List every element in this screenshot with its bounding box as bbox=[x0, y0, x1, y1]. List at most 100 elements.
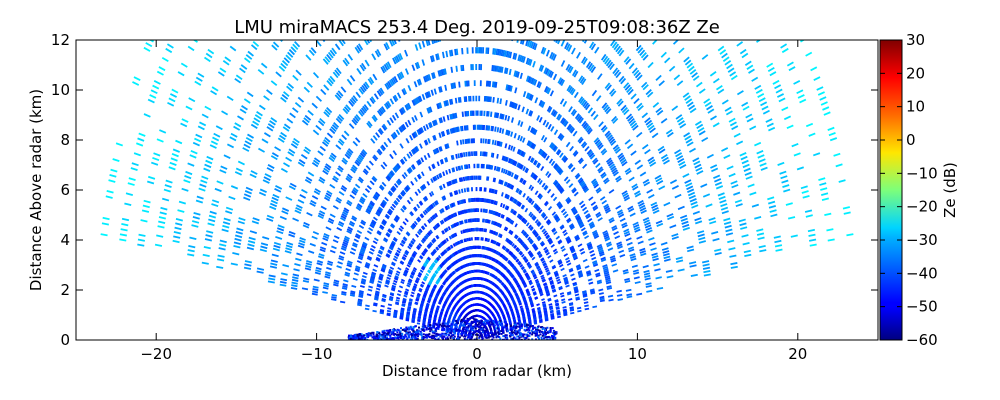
ze-gate bbox=[765, 118, 773, 123]
ze-gate bbox=[536, 282, 540, 286]
ze-gate bbox=[383, 141, 389, 148]
ze-gate bbox=[569, 246, 575, 251]
ze-gate bbox=[582, 163, 588, 169]
ze-gate bbox=[766, 62, 774, 68]
ze-gate bbox=[634, 228, 641, 233]
ze-gate bbox=[642, 216, 650, 222]
ze-gate bbox=[715, 85, 723, 91]
ze-gate bbox=[685, 138, 693, 144]
ze-gate bbox=[684, 59, 692, 66]
ze-gate bbox=[758, 97, 766, 103]
ze-gate bbox=[535, 280, 540, 284]
ze-gate bbox=[645, 284, 652, 288]
ze-gate bbox=[804, 209, 813, 213]
ze-gate bbox=[678, 161, 686, 166]
ze-gate bbox=[660, 51, 667, 58]
ze-gate bbox=[593, 114, 599, 121]
ze-gate bbox=[569, 145, 574, 152]
ze-gate bbox=[682, 173, 690, 178]
ze-gate bbox=[703, 98, 711, 104]
ze-gate bbox=[735, 203, 743, 208]
ze-gate bbox=[611, 227, 618, 232]
ze-gate bbox=[386, 119, 392, 126]
ze-gate bbox=[568, 302, 574, 305]
ze-gate bbox=[696, 123, 704, 130]
ze-gate bbox=[712, 237, 720, 242]
ze-gate bbox=[655, 74, 662, 81]
ze-gate bbox=[701, 260, 710, 264]
ze-gate bbox=[413, 81, 418, 88]
ze-gate bbox=[479, 110, 482, 116]
ze-gate bbox=[546, 271, 551, 275]
ze-gate bbox=[616, 241, 622, 246]
ze-gate bbox=[444, 84, 448, 91]
ze-gate bbox=[603, 269, 609, 274]
ze-gate bbox=[727, 67, 735, 73]
ze-gate bbox=[496, 97, 500, 104]
ze-gate bbox=[677, 157, 685, 164]
ze-gate bbox=[565, 141, 571, 148]
ze-gate bbox=[717, 88, 725, 94]
ze-gate bbox=[661, 247, 669, 251]
ze-gate bbox=[656, 286, 664, 290]
ze-gate bbox=[563, 232, 568, 237]
ze-gate bbox=[642, 264, 649, 269]
ze-gate bbox=[470, 64, 473, 71]
ze-gate bbox=[580, 227, 586, 232]
ze-gate bbox=[693, 160, 701, 166]
ze-gate bbox=[592, 260, 598, 264]
reflectivity-field bbox=[100, 40, 854, 340]
ze-gate bbox=[768, 126, 776, 132]
ze-gate bbox=[799, 98, 807, 104]
ze-gate bbox=[480, 208, 483, 213]
ze-gate bbox=[539, 318, 543, 322]
ze-gate bbox=[470, 187, 474, 192]
ze-gate bbox=[517, 298, 521, 302]
ze-gate bbox=[790, 234, 798, 238]
ze-gate bbox=[550, 243, 555, 248]
ze-gate bbox=[595, 162, 601, 169]
ze-gate bbox=[597, 247, 604, 252]
ze-gate bbox=[655, 177, 663, 183]
ze-gate bbox=[582, 293, 588, 297]
ze-gate bbox=[624, 277, 630, 281]
ze-gate bbox=[591, 180, 598, 186]
ze-gate bbox=[755, 88, 763, 94]
ze-gate bbox=[517, 134, 521, 141]
ze-gate bbox=[496, 127, 500, 133]
ze-gate bbox=[680, 217, 688, 222]
ze-gate bbox=[549, 279, 554, 284]
ze-gate bbox=[660, 153, 668, 160]
ze-gate bbox=[566, 217, 571, 222]
ze-gate bbox=[536, 265, 540, 269]
ze-gate bbox=[751, 203, 760, 208]
ze-gate bbox=[696, 170, 704, 175]
ze-gate bbox=[445, 170, 449, 175]
ze-gate bbox=[582, 291, 587, 295]
ze-gate bbox=[473, 197, 476, 202]
ze-gate bbox=[501, 128, 505, 134]
ze-gate bbox=[770, 213, 778, 218]
ze-gate bbox=[741, 52, 749, 59]
ze-gate bbox=[482, 151, 485, 157]
ze-gate bbox=[828, 132, 836, 137]
ze-gate bbox=[796, 166, 805, 171]
ze-gate bbox=[347, 53, 354, 61]
ze-gate bbox=[624, 167, 631, 173]
ze-gate bbox=[786, 61, 794, 67]
ze-gate bbox=[671, 233, 679, 238]
ze-gate bbox=[560, 225, 565, 230]
ze-gate bbox=[788, 66, 796, 72]
ze-gate bbox=[797, 94, 805, 99]
ze-gate bbox=[475, 175, 478, 180]
ze-gate bbox=[821, 197, 830, 201]
ze-gate bbox=[744, 60, 752, 66]
ze-gate bbox=[733, 191, 741, 196]
ze-gate bbox=[590, 178, 597, 184]
ze-gate bbox=[671, 105, 679, 112]
ze-gate bbox=[603, 267, 609, 272]
ze-gate bbox=[628, 248, 635, 253]
ze-gate bbox=[550, 312, 555, 316]
ze-gate bbox=[723, 217, 731, 222]
ze-gate bbox=[760, 101, 768, 107]
